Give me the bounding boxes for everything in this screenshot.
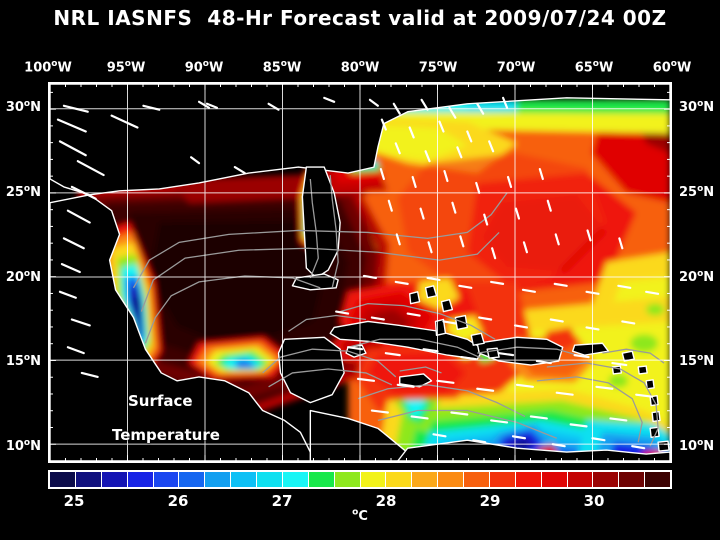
- colorbar-swatch: [231, 472, 257, 487]
- colorbar: [48, 470, 672, 489]
- colorbar-tick-label: 26: [167, 492, 189, 510]
- colorbar-swatch: [101, 472, 128, 487]
- colorbar-swatch: [179, 472, 206, 487]
- colorbar-swatch: [593, 472, 620, 487]
- colorbar-swatch: [645, 472, 670, 487]
- lat-tick-label-right: 15oN: [679, 353, 715, 370]
- axis-tick-marks: [50, 84, 670, 461]
- map-plot-area: Surface Temperature: [48, 82, 672, 463]
- lat-tick-label-left: 25oN: [5, 183, 41, 201]
- colorbar-tick-label: 27: [271, 492, 293, 510]
- lat-tick-label-right: 20oN: [679, 268, 715, 285]
- lat-tick-label-left: 30oN: [5, 99, 41, 116]
- colorbar-swatch: [257, 472, 283, 487]
- colorbar-swatch: [464, 472, 490, 487]
- lon-tick-label: 65oW: [574, 59, 614, 76]
- lon-tick-label: 70oW: [496, 59, 536, 76]
- lat-tick-label-right: 10oN: [679, 437, 715, 455]
- map-gridlines: [50, 84, 670, 461]
- lon-tick-label: 75oW: [418, 59, 458, 76]
- colorbar-swatch: [412, 472, 439, 487]
- colorbar-swatch: [75, 472, 102, 487]
- lon-tick-label: 60oW: [652, 59, 692, 76]
- lat-tick-label-right: 30oN: [679, 99, 715, 116]
- lat-tick-label-left: 10oN: [5, 437, 41, 455]
- colorbar-swatch: [567, 472, 594, 487]
- colorbar-swatch: [127, 472, 154, 487]
- colorbar-swatch: [386, 472, 413, 487]
- colorbar-units-label: oC: [0, 508, 720, 524]
- colorbar-swatch: [308, 472, 335, 487]
- colorbar-swatch: [515, 472, 542, 487]
- current-vector-arrows: [56, 96, 660, 450]
- colorbar-swatch: [205, 472, 232, 487]
- lat-tick-label-left: 15oN: [5, 353, 41, 370]
- colorbar-swatch: [619, 472, 646, 487]
- colorbar-swatch: [282, 472, 309, 487]
- colorbar-swatch: [541, 472, 568, 487]
- colorbar-tick-label: 29: [479, 492, 501, 510]
- isotherm-contours: [132, 174, 665, 447]
- lon-tick-label: 85oW: [262, 59, 302, 76]
- colorbar-tick-label: 30: [583, 492, 605, 510]
- lon-tick-label: 80oW: [340, 59, 380, 76]
- lon-tick-label: 100oW: [24, 59, 72, 76]
- page-title: NRL IASNFS 48-Hr Forecast valid at 2009/…: [53, 6, 667, 30]
- colorbar-tick-label: 28: [375, 492, 397, 510]
- colorbar-swatch: [438, 472, 464, 487]
- sst-field-map: [50, 84, 670, 461]
- colorbar-swatch: [489, 472, 516, 487]
- colorbar-swatch: [153, 472, 180, 487]
- colorbar-swatches: [48, 470, 672, 489]
- lat-tick-label-left: 20oN: [5, 268, 41, 285]
- colorbar-swatch: [334, 472, 361, 487]
- colorbar-swatch: [50, 472, 76, 487]
- lat-tick-label-right: 25oN: [679, 183, 715, 201]
- lon-tick-label: 90oW: [184, 59, 224, 76]
- colorbar-units-text: oC: [352, 508, 368, 525]
- colorbar-swatch: [360, 472, 387, 487]
- colorbar-tick-label: 25: [63, 492, 85, 510]
- lon-tick-label: 95oW: [106, 59, 146, 76]
